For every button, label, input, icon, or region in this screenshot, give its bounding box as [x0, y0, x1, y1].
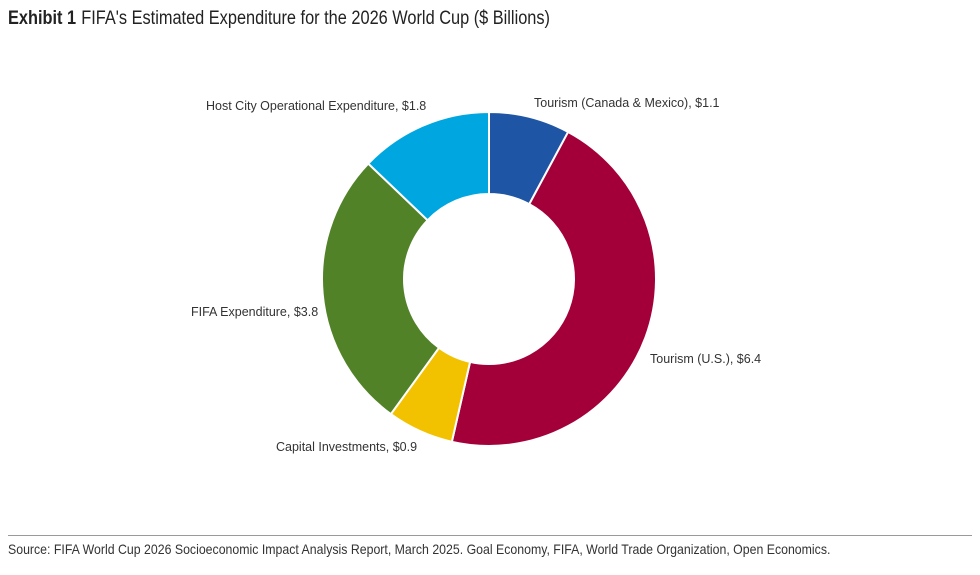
donut-slice — [450, 130, 657, 447]
exhibit-label: Exhibit 1 — [8, 8, 77, 29]
chart-title-text: FIFA's Estimated Expenditure for the 202… — [81, 8, 550, 29]
donut-slice — [366, 110, 490, 222]
slice-label: FIFA Expenditure, $3.8 — [191, 305, 318, 319]
chart-title: Exhibit 1 FIFA's Estimated Expenditure fo… — [8, 8, 550, 30]
source-note: Source: FIFA World Cup 2026 Socioeconomi… — [8, 541, 831, 557]
slice-label: Host City Operational Expenditure, $1.8 — [206, 99, 426, 113]
donut-labels: Tourism (Canada & Mexico), $1.1 Tourism (… — [191, 96, 761, 454]
slice-label: Capital Investments, $0.9 — [276, 440, 417, 454]
donut-slices — [321, 110, 657, 447]
slice-label: Tourism (Canada & Mexico), $1.1 — [534, 96, 720, 110]
source-divider — [8, 535, 972, 536]
donut-slice — [321, 162, 441, 416]
slice-label: Tourism (U.S.), $6.4 — [650, 352, 761, 366]
